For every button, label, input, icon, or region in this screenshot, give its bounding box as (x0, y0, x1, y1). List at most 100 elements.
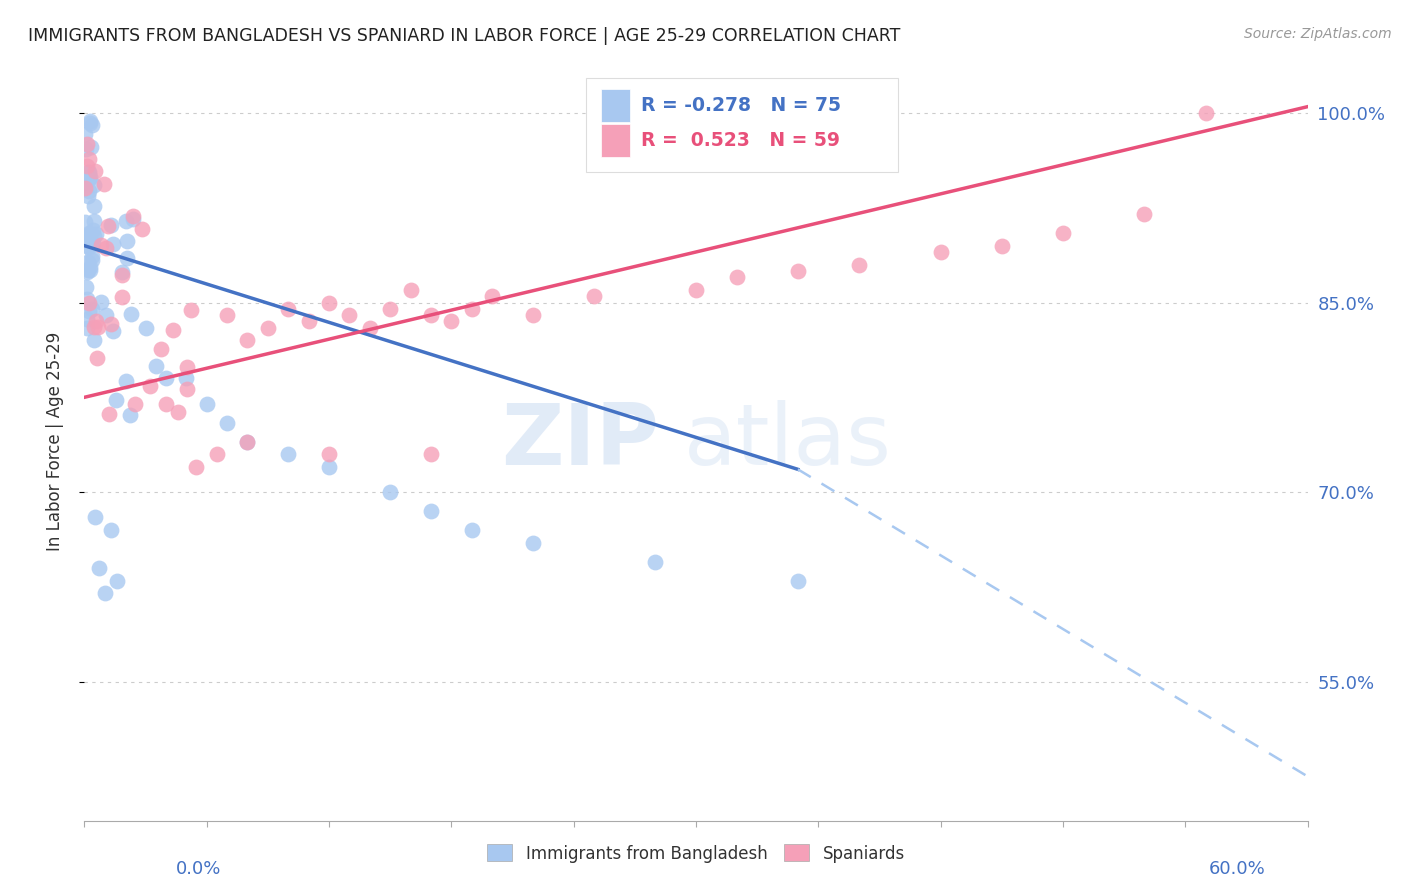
Point (101, 237, 124, 252)
Point (115, 374, 138, 388)
Point (80, 237, 103, 252)
Point (90, 237, 112, 252)
Point (84, 227, 107, 241)
Point (318, 447, 340, 461)
FancyBboxPatch shape (586, 78, 898, 172)
Point (90, 295, 112, 310)
Point (77, 228, 100, 243)
Point (481, 289, 503, 303)
Text: 60.0%: 60.0% (1209, 860, 1265, 878)
Point (1195, 106, 1218, 120)
Point (87, 320, 110, 334)
Point (186, 459, 208, 474)
Point (420, 308, 443, 322)
Point (77, 226, 100, 240)
Point (83, 199, 105, 213)
Point (83, 333, 105, 347)
Point (76, 239, 98, 253)
Point (257, 321, 280, 335)
Point (205, 447, 228, 461)
Point (217, 308, 239, 322)
Point (339, 308, 361, 322)
Point (76, 159, 98, 173)
Point (176, 360, 198, 375)
Point (93, 586, 115, 600)
Point (139, 379, 162, 393)
Text: atlas: atlas (683, 400, 891, 483)
Point (76, 321, 98, 335)
Point (461, 523, 484, 537)
Point (174, 371, 197, 385)
Point (75, 142, 97, 156)
Point (77, 189, 100, 203)
Point (461, 301, 484, 316)
Point (84, 314, 107, 328)
Point (79, 260, 101, 274)
Point (103, 324, 125, 338)
Point (73, 214, 96, 228)
Point (100, 317, 122, 331)
Point (77, 296, 100, 310)
Point (318, 459, 340, 474)
Point (277, 447, 299, 461)
Point (110, 290, 132, 304)
Point (80, 119, 103, 133)
Point (76, 136, 98, 151)
Point (115, 235, 138, 249)
Point (787, 264, 810, 278)
Point (83, 214, 105, 228)
Point (236, 334, 259, 348)
Point (77, 164, 100, 178)
Point (94, 241, 117, 255)
Point (135, 321, 157, 335)
Point (75, 128, 97, 142)
Point (111, 268, 134, 283)
Point (583, 289, 606, 303)
Point (84, 163, 107, 178)
Point (380, 301, 402, 316)
Point (115, 214, 138, 228)
Point (176, 382, 198, 396)
Point (277, 301, 299, 316)
Point (75, 181, 97, 195)
Point (77, 184, 100, 198)
Point (120, 408, 142, 422)
Point (97, 219, 120, 233)
Point (79, 169, 101, 184)
Point (120, 307, 142, 321)
Point (76, 312, 98, 326)
Point (180, 303, 202, 318)
Point (79, 114, 101, 128)
Point (991, 238, 1014, 252)
Point (236, 434, 259, 449)
Point (80, 249, 103, 263)
Point (440, 314, 463, 328)
Point (73, 175, 96, 189)
Point (82, 253, 104, 268)
Point (685, 283, 707, 297)
Point (76, 293, 98, 307)
Point (79, 239, 101, 253)
Point (380, 485, 402, 500)
Point (100, 523, 122, 537)
Text: R =  0.523   N = 59: R = 0.523 N = 59 (641, 131, 839, 150)
Point (87, 561, 110, 575)
Point (82, 302, 104, 317)
Point (100, 218, 122, 232)
Point (79, 116, 101, 130)
Text: IMMIGRANTS FROM BANGLADESH VS SPANIARD IN LABOR FORCE | AGE 25-29 CORRELATION CH: IMMIGRANTS FROM BANGLADESH VS SPANIARD I… (28, 27, 900, 45)
Point (522, 308, 544, 322)
Point (929, 244, 952, 259)
Point (522, 535, 544, 549)
Legend: Immigrants from Bangladesh, Spaniards: Immigrants from Bangladesh, Spaniards (481, 838, 911, 869)
Point (83, 510, 105, 524)
Point (83, 229, 105, 244)
Point (155, 396, 177, 410)
Point (79, 303, 101, 318)
Point (145, 359, 167, 373)
Text: 0.0%: 0.0% (176, 860, 221, 878)
Point (124, 396, 146, 410)
Point (149, 343, 172, 357)
Point (76, 255, 98, 269)
Point (80, 140, 103, 154)
